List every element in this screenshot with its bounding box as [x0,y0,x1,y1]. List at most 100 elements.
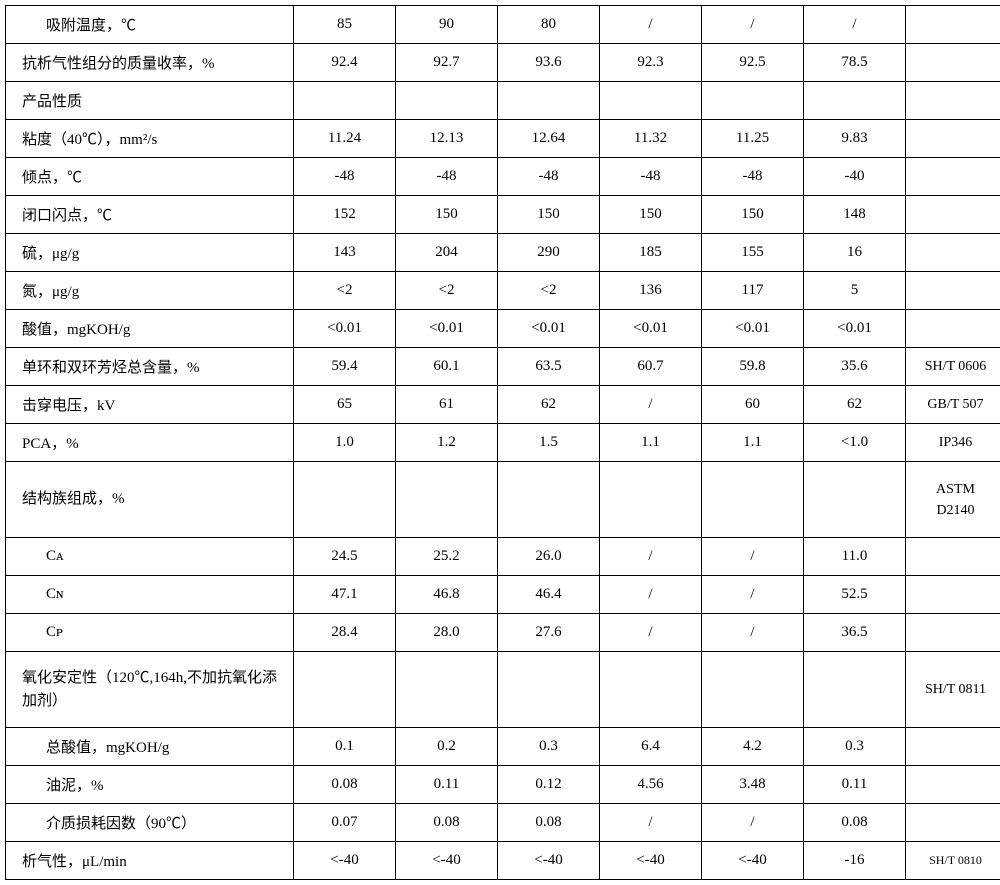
row-value: 65 [294,386,396,424]
test-method [906,310,1000,348]
row-value: 0.08 [498,804,600,842]
row-value: 4.2 [702,728,804,766]
row-value: 0.2 [396,728,498,766]
row-value: 59.8 [702,348,804,386]
row-value: 0.3 [804,728,906,766]
row-value: 12.13 [396,120,498,158]
row-value: 46.8 [396,576,498,614]
table-row: 吸附温度，℃859080/// [6,6,1000,44]
test-method: ASTMD2140 [906,462,1000,538]
table-row: 闭口闪点，℃152150150150150148 [6,196,1000,234]
row-label: 抗析气性组分的质量收率，% [6,44,294,82]
row-value [702,652,804,728]
row-value: -48 [294,158,396,196]
row-value: 185 [600,234,702,272]
row-value: 3.48 [702,766,804,804]
table-row: 击穿电压，kV656162/6062GB/T 507 [6,386,1000,424]
table-row: Cᴘ28.428.027.6//36.5 [6,614,1000,652]
row-value: 150 [396,196,498,234]
row-value: 155 [702,234,804,272]
row-value: 11.24 [294,120,396,158]
table-row: 硫，μg/g14320429018515516 [6,234,1000,272]
row-value: / [600,386,702,424]
row-value: / [702,538,804,576]
row-label: 吸附温度，℃ [6,6,294,44]
row-value: / [600,538,702,576]
row-value: 11.25 [702,120,804,158]
row-value [498,652,600,728]
table-row: 倾点，℃-48-48-48-48-48-40 [6,158,1000,196]
row-value: 150 [498,196,600,234]
test-method [906,120,1000,158]
row-value: 1.5 [498,424,600,462]
row-value: <0.01 [702,310,804,348]
row-value: 136 [600,272,702,310]
row-value: <0.01 [294,310,396,348]
table-row: 油泥，%0.080.110.124.563.480.11 [6,766,1000,804]
row-value: / [702,804,804,842]
test-method [906,196,1000,234]
row-value: / [600,6,702,44]
test-method [906,82,1000,120]
row-value: 1.2 [396,424,498,462]
table-body: 吸附温度，℃859080///抗析气性组分的质量收率，%92.492.793.6… [6,6,1000,880]
row-value [498,462,600,538]
row-value [396,462,498,538]
row-label: 粘度（40℃），mm²/s [6,120,294,158]
row-value: <2 [294,272,396,310]
row-value [600,82,702,120]
row-value: 0.12 [498,766,600,804]
row-value: 11.32 [600,120,702,158]
row-value: 46.4 [498,576,600,614]
test-method [906,272,1000,310]
row-value [294,652,396,728]
row-value [702,462,804,538]
table-row: 结构族组成，%ASTMD2140 [6,462,1000,538]
test-method: SH/T 0810 [906,842,1000,880]
test-method [906,576,1000,614]
row-value: 47.1 [294,576,396,614]
row-value: <-40 [294,842,396,880]
table-row: 酸值，mgKOH/g<0.01<0.01<0.01<0.01<0.01<0.01 [6,310,1000,348]
row-value: 9.83 [804,120,906,158]
row-value: 35.6 [804,348,906,386]
row-value: 0.1 [294,728,396,766]
table-row: 析气性，μL/min<-40<-40<-40<-40<-40-16SH/T 08… [6,842,1000,880]
row-label: Cɴ [6,576,294,614]
row-value: <-40 [600,842,702,880]
row-value: 204 [396,234,498,272]
row-value: 92.3 [600,44,702,82]
row-label: 析气性，μL/min [6,842,294,880]
row-label: 闭口闪点，℃ [6,196,294,234]
row-value [294,462,396,538]
row-value: -48 [702,158,804,196]
row-value: 25.2 [396,538,498,576]
row-value: 4.56 [600,766,702,804]
table-row: PCA，%1.01.21.51.11.1<1.0IP346 [6,424,1000,462]
row-value: <-40 [396,842,498,880]
table-row: 介质损耗因数（90℃）0.070.080.08//0.08 [6,804,1000,842]
row-value: 150 [702,196,804,234]
row-value: -16 [804,842,906,880]
row-label: PCA，% [6,424,294,462]
row-value: 92.7 [396,44,498,82]
table-row: 氧化安定性（120℃,164h,不加抗氧化添加剂）SH/T 0811 [6,652,1000,728]
row-value: / [702,614,804,652]
test-method [906,158,1000,196]
row-value: / [600,804,702,842]
table-row: 单环和双环芳烃总含量，%59.460.163.560.759.835.6SH/T… [6,348,1000,386]
row-value [396,82,498,120]
row-value: / [804,6,906,44]
table-row: 粘度（40℃），mm²/s11.2412.1312.6411.3211.259.… [6,120,1000,158]
test-method [906,804,1000,842]
row-value: -48 [600,158,702,196]
row-value [600,462,702,538]
test-method [906,234,1000,272]
row-value: / [600,576,702,614]
row-value: 60 [702,386,804,424]
row-value: 60.1 [396,348,498,386]
row-label: 硫，μg/g [6,234,294,272]
test-method [906,614,1000,652]
table-row: 抗析气性组分的质量收率，%92.492.793.692.392.578.5 [6,44,1000,82]
row-value: 0.07 [294,804,396,842]
